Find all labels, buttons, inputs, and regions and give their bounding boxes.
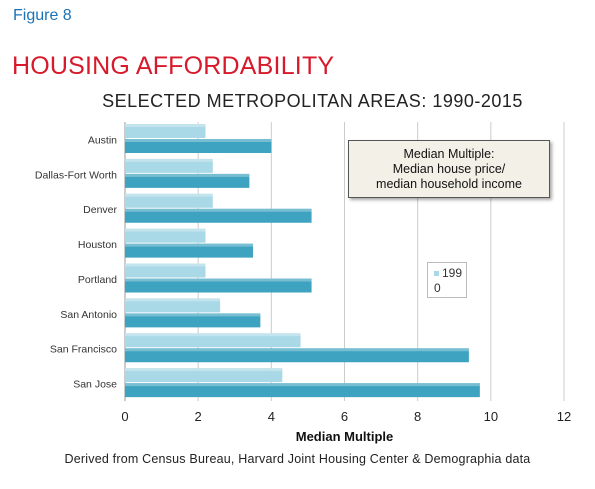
x-tick-label: 8 — [414, 409, 421, 424]
x-tick-label: 0 — [121, 409, 128, 424]
chart-title: HOUSING AFFORDABILITY — [12, 52, 335, 80]
bar — [125, 278, 312, 293]
bar — [125, 263, 206, 278]
source-note: Derived from Census Bureau, Harvard Join… — [64, 452, 531, 466]
legend-swatch-1990 — [434, 271, 439, 277]
legend: 199 0 — [427, 262, 467, 298]
legend-label: 0 — [434, 281, 441, 295]
bar-highlight — [125, 124, 206, 127]
bar — [125, 139, 272, 153]
bar — [125, 173, 250, 188]
bar-highlight — [125, 368, 283, 372]
bar — [125, 333, 301, 348]
bar-highlight — [125, 383, 480, 387]
bar — [125, 298, 221, 313]
chart-subtitle: SELECTED METROPOLITAN AREAS: 1990-2015 — [102, 91, 523, 111]
bar-highlight — [125, 278, 312, 282]
bar-highlight — [125, 228, 206, 232]
bar — [125, 313, 261, 328]
definition-note: Median Multiple: Median house price/ med… — [348, 140, 550, 198]
bar-highlight — [125, 173, 250, 177]
bar-highlight — [125, 313, 261, 317]
x-tick-label: 6 — [341, 409, 348, 424]
category-label: Austin — [88, 134, 117, 146]
x-tick-label: 2 — [195, 409, 202, 424]
category-label: Denver — [83, 204, 117, 216]
legend-label: 199 — [442, 266, 463, 280]
note-line: median household income — [376, 176, 522, 191]
x-tick-label: 4 — [268, 409, 275, 424]
bar — [125, 243, 254, 258]
bar — [125, 383, 480, 398]
category-label: San Antonio — [60, 309, 117, 321]
bar-highlight — [125, 139, 272, 142]
bar-highlight — [125, 263, 206, 267]
bar-highlight — [125, 333, 301, 337]
bar-highlight — [125, 298, 221, 302]
bar — [125, 368, 283, 383]
x-axis-title: Median Multiple — [296, 429, 394, 444]
bar — [125, 228, 206, 243]
x-tick-label: 10 — [484, 409, 498, 424]
bar-highlight — [125, 193, 213, 197]
bar — [125, 193, 213, 208]
bar — [125, 208, 312, 223]
bar-highlight — [125, 208, 312, 212]
bar — [125, 348, 469, 363]
category-label: Dallas-Fort Worth — [35, 169, 117, 181]
bar-highlight — [125, 348, 469, 352]
figure-label: Figure 8 — [13, 7, 72, 24]
bar-highlight — [125, 243, 254, 247]
bar — [125, 158, 213, 173]
note-line: Median Multiple: — [403, 146, 495, 161]
bar-highlight — [125, 158, 213, 162]
category-label: Houston — [78, 239, 117, 251]
category-label: San Francisco — [50, 344, 117, 356]
x-tick-label: 12 — [557, 409, 571, 424]
note-line: Median house price/ — [392, 161, 506, 176]
category-label: Portland — [78, 274, 117, 286]
category-label: San Jose — [73, 379, 117, 391]
bar — [125, 124, 206, 138]
